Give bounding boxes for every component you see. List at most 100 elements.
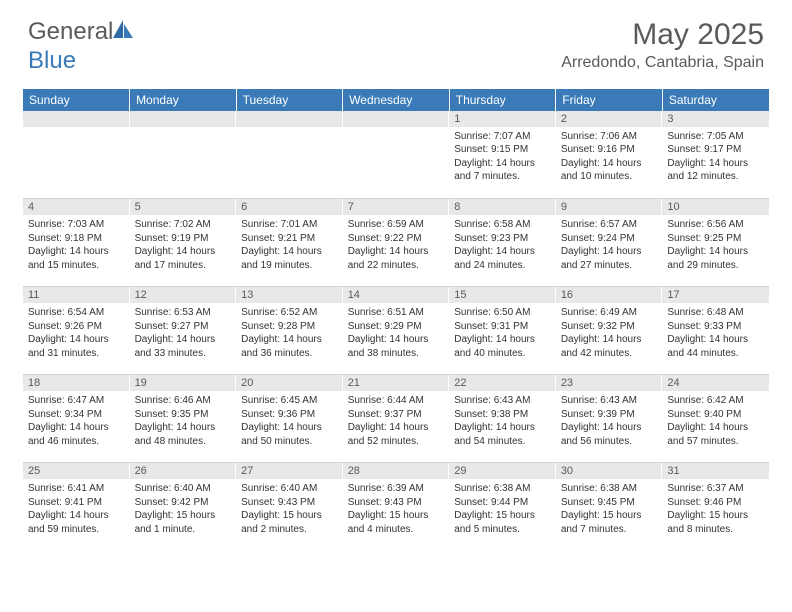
month-title: May 2025: [561, 18, 764, 52]
brand-name: GeneralBlue: [28, 18, 135, 75]
day-content: Sunrise: 6:43 AMSunset: 9:39 PMDaylight:…: [556, 391, 663, 452]
day-number: 21: [343, 375, 450, 391]
day-content: Sunrise: 6:40 AMSunset: 9:43 PMDaylight:…: [236, 479, 343, 540]
day-number: 7: [343, 199, 450, 215]
calendar-row: 11Sunrise: 6:54 AMSunset: 9:26 PMDayligh…: [23, 287, 769, 375]
calendar-cell: 18Sunrise: 6:47 AMSunset: 9:34 PMDayligh…: [23, 375, 130, 463]
weekday-header: Sunday: [23, 89, 130, 111]
day-number: 10: [662, 199, 769, 215]
day-content: Sunrise: 6:58 AMSunset: 9:23 PMDaylight:…: [449, 215, 556, 276]
calendar-cell: 3Sunrise: 7:05 AMSunset: 9:17 PMDaylight…: [662, 111, 769, 199]
calendar-row: 18Sunrise: 6:47 AMSunset: 9:34 PMDayligh…: [23, 375, 769, 463]
day-number: 24: [662, 375, 769, 391]
calendar-cell: 20Sunrise: 6:45 AMSunset: 9:36 PMDayligh…: [236, 375, 343, 463]
day-content: Sunrise: 6:53 AMSunset: 9:27 PMDaylight:…: [130, 303, 237, 364]
calendar-cell: 30Sunrise: 6:38 AMSunset: 9:45 PMDayligh…: [556, 463, 663, 551]
day-content: Sunrise: 6:47 AMSunset: 9:34 PMDaylight:…: [23, 391, 130, 452]
day-number: 31: [662, 463, 769, 479]
day-content: Sunrise: 7:05 AMSunset: 9:17 PMDaylight:…: [662, 127, 769, 188]
calendar-cell: 9Sunrise: 6:57 AMSunset: 9:24 PMDaylight…: [556, 199, 663, 287]
day-content: Sunrise: 6:51 AMSunset: 9:29 PMDaylight:…: [343, 303, 450, 364]
calendar-row: 25Sunrise: 6:41 AMSunset: 9:41 PMDayligh…: [23, 463, 769, 551]
day-number: [343, 111, 450, 127]
day-number: [23, 111, 130, 127]
weekday-header: Friday: [556, 89, 663, 111]
calendar-cell-empty: [23, 111, 130, 199]
calendar-cell: 19Sunrise: 6:46 AMSunset: 9:35 PMDayligh…: [130, 375, 237, 463]
day-content: Sunrise: 6:56 AMSunset: 9:25 PMDaylight:…: [662, 215, 769, 276]
calendar-cell: 21Sunrise: 6:44 AMSunset: 9:37 PMDayligh…: [343, 375, 450, 463]
day-content: Sunrise: 7:02 AMSunset: 9:19 PMDaylight:…: [130, 215, 237, 276]
weekday-header: Monday: [130, 89, 237, 111]
day-number: 2: [556, 111, 663, 127]
calendar-cell: 31Sunrise: 6:37 AMSunset: 9:46 PMDayligh…: [662, 463, 769, 551]
day-content: Sunrise: 6:37 AMSunset: 9:46 PMDaylight:…: [662, 479, 769, 540]
day-number: 27: [236, 463, 343, 479]
day-content: Sunrise: 7:07 AMSunset: 9:15 PMDaylight:…: [449, 127, 556, 188]
day-number: [130, 111, 237, 127]
calendar-cell: 28Sunrise: 6:39 AMSunset: 9:43 PMDayligh…: [343, 463, 450, 551]
day-number: 12: [130, 287, 237, 303]
day-number: 15: [449, 287, 556, 303]
day-number: 22: [449, 375, 556, 391]
weekday-header: Tuesday: [236, 89, 343, 111]
day-number: 25: [23, 463, 130, 479]
day-number: 4: [23, 199, 130, 215]
day-content: Sunrise: 6:48 AMSunset: 9:33 PMDaylight:…: [662, 303, 769, 364]
calendar-cell: 5Sunrise: 7:02 AMSunset: 9:19 PMDaylight…: [130, 199, 237, 287]
day-number: 3: [662, 111, 769, 127]
calendar-head: SundayMondayTuesdayWednesdayThursdayFrid…: [23, 89, 769, 111]
calendar-cell: 17Sunrise: 6:48 AMSunset: 9:33 PMDayligh…: [662, 287, 769, 375]
day-number: 1: [449, 111, 556, 127]
day-number: 23: [556, 375, 663, 391]
weekday-header: Thursday: [449, 89, 556, 111]
calendar-cell: 1Sunrise: 7:07 AMSunset: 9:15 PMDaylight…: [449, 111, 556, 199]
sail-icon: [113, 19, 135, 47]
day-number: 29: [449, 463, 556, 479]
day-number: 14: [343, 287, 450, 303]
calendar-cell: 26Sunrise: 6:40 AMSunset: 9:42 PMDayligh…: [130, 463, 237, 551]
calendar-cell: 14Sunrise: 6:51 AMSunset: 9:29 PMDayligh…: [343, 287, 450, 375]
header: GeneralBlue May 2025 Arredondo, Cantabri…: [0, 0, 792, 83]
calendar-cell: 29Sunrise: 6:38 AMSunset: 9:44 PMDayligh…: [449, 463, 556, 551]
location-text: Arredondo, Cantabria, Spain: [561, 54, 764, 72]
calendar-cell: 22Sunrise: 6:43 AMSunset: 9:38 PMDayligh…: [449, 375, 556, 463]
weekday-header: Wednesday: [343, 89, 450, 111]
day-content: Sunrise: 7:03 AMSunset: 9:18 PMDaylight:…: [23, 215, 130, 276]
calendar-body: 1Sunrise: 7:07 AMSunset: 9:15 PMDaylight…: [23, 111, 769, 551]
day-content: Sunrise: 6:44 AMSunset: 9:37 PMDaylight:…: [343, 391, 450, 452]
calendar-cell: 13Sunrise: 6:52 AMSunset: 9:28 PMDayligh…: [236, 287, 343, 375]
day-number: 16: [556, 287, 663, 303]
day-number: 26: [130, 463, 237, 479]
day-number: [236, 111, 343, 127]
calendar-cell: 6Sunrise: 7:01 AMSunset: 9:21 PMDaylight…: [236, 199, 343, 287]
day-number: 28: [343, 463, 450, 479]
day-number: 30: [556, 463, 663, 479]
day-content: Sunrise: 6:42 AMSunset: 9:40 PMDaylight:…: [662, 391, 769, 452]
day-content: Sunrise: 6:41 AMSunset: 9:41 PMDaylight:…: [23, 479, 130, 540]
day-number: 13: [236, 287, 343, 303]
day-number: 17: [662, 287, 769, 303]
calendar-cell: 23Sunrise: 6:43 AMSunset: 9:39 PMDayligh…: [556, 375, 663, 463]
calendar-row: 1Sunrise: 7:07 AMSunset: 9:15 PMDaylight…: [23, 111, 769, 199]
day-content: Sunrise: 6:38 AMSunset: 9:45 PMDaylight:…: [556, 479, 663, 540]
day-number: 18: [23, 375, 130, 391]
day-number: 9: [556, 199, 663, 215]
day-content: Sunrise: 6:54 AMSunset: 9:26 PMDaylight:…: [23, 303, 130, 364]
calendar-cell-empty: [130, 111, 237, 199]
calendar-cell: 2Sunrise: 7:06 AMSunset: 9:16 PMDaylight…: [556, 111, 663, 199]
day-content: Sunrise: 6:43 AMSunset: 9:38 PMDaylight:…: [449, 391, 556, 452]
calendar-row: 4Sunrise: 7:03 AMSunset: 9:18 PMDaylight…: [23, 199, 769, 287]
day-content: Sunrise: 6:38 AMSunset: 9:44 PMDaylight:…: [449, 479, 556, 540]
calendar-cell: 12Sunrise: 6:53 AMSunset: 9:27 PMDayligh…: [130, 287, 237, 375]
day-content: Sunrise: 6:57 AMSunset: 9:24 PMDaylight:…: [556, 215, 663, 276]
title-block: May 2025 Arredondo, Cantabria, Spain: [561, 18, 764, 72]
day-content: Sunrise: 6:40 AMSunset: 9:42 PMDaylight:…: [130, 479, 237, 540]
calendar-cell: 7Sunrise: 6:59 AMSunset: 9:22 PMDaylight…: [343, 199, 450, 287]
calendar-cell: 11Sunrise: 6:54 AMSunset: 9:26 PMDayligh…: [23, 287, 130, 375]
day-content: Sunrise: 6:52 AMSunset: 9:28 PMDaylight:…: [236, 303, 343, 364]
day-content: Sunrise: 6:59 AMSunset: 9:22 PMDaylight:…: [343, 215, 450, 276]
calendar-table: SundayMondayTuesdayWednesdayThursdayFrid…: [23, 89, 769, 551]
brand-name-a: General: [28, 18, 113, 45]
day-content: Sunrise: 6:45 AMSunset: 9:36 PMDaylight:…: [236, 391, 343, 452]
